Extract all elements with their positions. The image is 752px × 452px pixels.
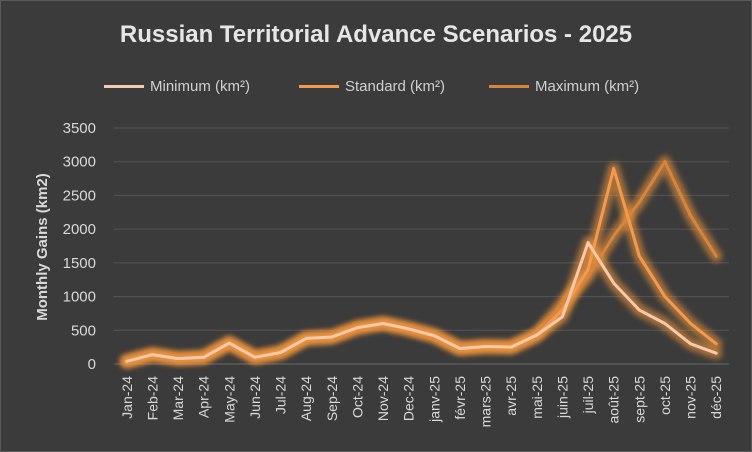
legend-item-maximum: Maximum (km²) [489,76,639,96]
x-tick-label: Mar-24 [170,376,186,421]
x-tick-label: juin-25 [554,376,570,419]
legend-swatch-maximum [489,84,529,88]
x-tick-label: Oct-24 [349,376,365,418]
x-tick-label: Aug-24 [298,376,314,421]
y-tick-label: 1500 [63,255,96,272]
x-tick-label: nov-25 [683,376,699,419]
x-tick-label: janv-25 [426,376,442,423]
x-tick-label: Feb-24 [144,376,160,421]
x-tick-label: mars-25 [478,376,494,428]
x-tick-label: Jun-24 [247,376,263,419]
x-tick-label: Jan-24 [119,376,135,419]
legend-label-minimum: Minimum (km²) [150,77,250,95]
x-tick-label: sept-25 [631,376,647,423]
x-tick-label: avr-25 [503,376,519,416]
series-glow-minimum [120,236,723,368]
x-tick-label: Apr-24 [196,376,212,418]
chart-title: Russian Territorial Advance Scenarios - … [119,21,633,48]
y-tick-label: 2500 [63,187,96,204]
x-tick-label: May-24 [221,376,237,423]
legend-swatch-standard [299,84,339,88]
x-tick-label: Sep-24 [324,376,340,421]
x-tick-label: Jul-24 [273,376,289,414]
chart-legend: Minimum (km²) Standard (km²) Maximum (km… [1,76,751,96]
legend-item-minimum: Minimum (km²) [104,76,250,96]
legend-item-standard: Standard (km²) [299,76,445,96]
series-lines [125,160,718,363]
y-tick-label: 1000 [63,289,96,306]
x-tick-labels: Jan-24 Feb-24 Mar-24 Apr-24 May-24 Jun-24 Jul-… [119,376,724,428]
y-tick-label: 0 [88,356,96,373]
x-tick-label: Nov-24 [375,376,391,421]
x-tick-label: août-25 [606,376,622,424]
x-tick-label: févr-25 [452,376,468,420]
x-tick-label: déc-25 [708,376,724,419]
y-tick-label: 2000 [63,221,96,238]
legend-label-maximum: Maximum (km²) [535,77,640,95]
y-tick-label: 3000 [63,154,96,171]
series-line-minimum [125,241,718,363]
x-tick-label: mai-25 [529,376,545,419]
legend-swatch-minimum [104,84,144,88]
y-tick-labels: 0 500 1000 1500 2000 2500 3000 3500 [63,120,96,373]
x-tick-label: Dec-24 [401,376,417,421]
legend-label-standard: Standard (km²) [345,77,446,95]
y-tick-label: 3500 [63,120,96,137]
y-tick-label: 500 [71,322,96,339]
x-tick-label: oct-25 [657,376,673,415]
y-axis-label: Monthly Gains (km2) [34,173,51,321]
x-tick-label: juil-25 [580,376,596,415]
